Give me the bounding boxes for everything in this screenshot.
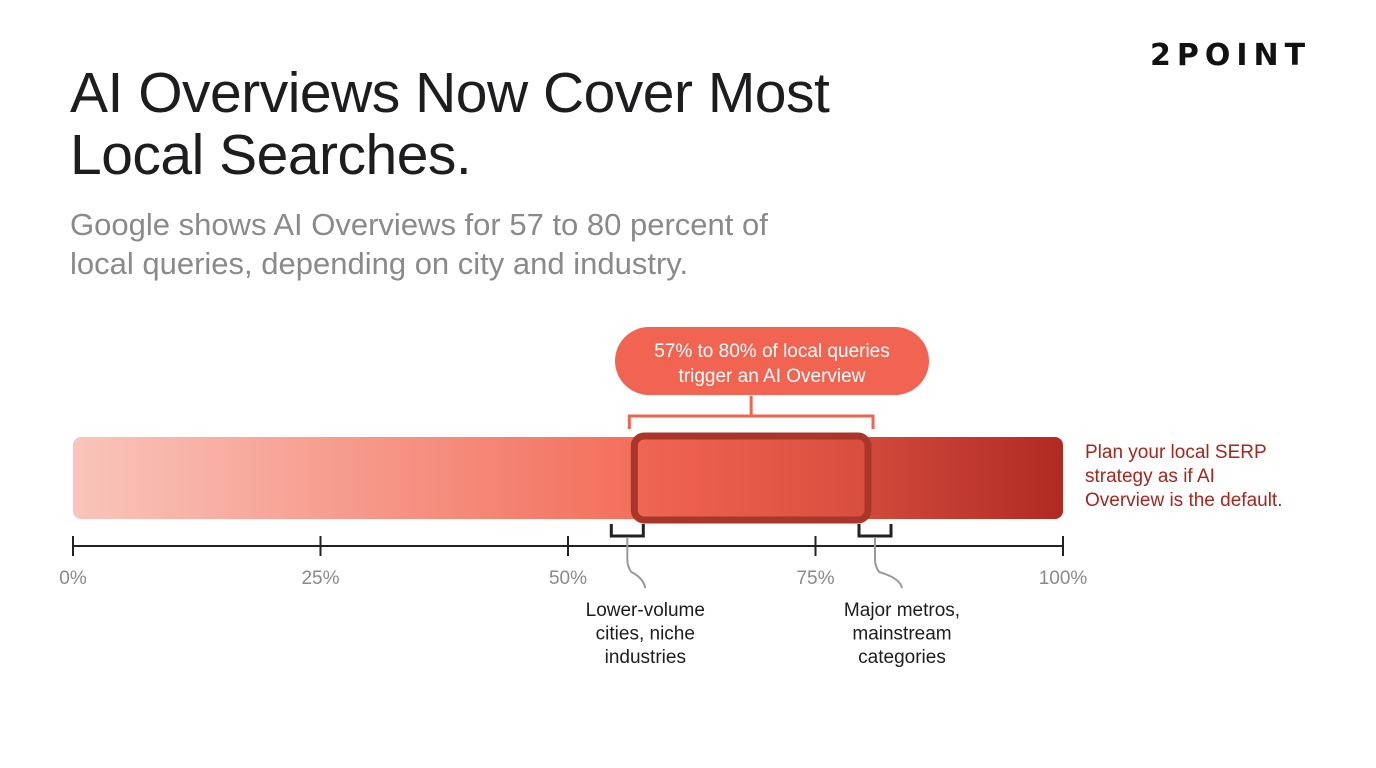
strategy-note-line-2: strategy as if AI <box>1085 466 1215 487</box>
x-tick-label-25: 25% <box>301 568 339 589</box>
annotation-label-80-line-2: mainstream <box>852 624 951 645</box>
x-tick-label-50: 50% <box>549 568 587 589</box>
annotation-label-57-line-3: industries <box>605 647 686 668</box>
x-tick-label-0: 0% <box>59 568 87 589</box>
x-tick-label-100: 100% <box>1039 568 1088 589</box>
page-subtitle-line-2: local queries, depending on city and ind… <box>70 246 689 281</box>
annotation-label-80-line-3: categories <box>858 647 946 668</box>
annotation-label-57-line-2: cities, niche <box>596 624 695 645</box>
range-top-bracket <box>627 396 875 429</box>
strategy-note-line-3: Overview is the default. <box>1085 490 1283 511</box>
annotation-bracket-57 <box>609 524 645 538</box>
callout-pill <box>615 327 929 395</box>
annotation-leader-80 <box>874 537 903 589</box>
strategy-note: Plan your local SERP strategy as if AI O… <box>1085 441 1345 513</box>
callout-line-1: 57% to 80% of local queries <box>654 341 890 362</box>
annotation-leader-57 <box>626 537 647 589</box>
page-title: AI Overviews Now Cover Most Local Search… <box>70 62 970 186</box>
annotation-label-57-line-1: Lower-volume <box>586 600 705 621</box>
annotation-bracket-80 <box>857 524 893 538</box>
brand-logo: 2POINT <box>1150 38 1312 73</box>
annotation-label-80-line-1: Major metros, <box>844 600 960 621</box>
page-subtitle-line-1: Google shows AI Overviews for 57 to 80 p… <box>70 207 768 242</box>
coverage-range-highlight <box>630 432 872 524</box>
strategy-note-line-1: Plan your local SERP <box>1085 442 1267 463</box>
x-tick-label-75: 75% <box>796 568 834 589</box>
page-title-line-1: AI Overviews Now Cover Most <box>70 61 830 125</box>
coverage-gradient-bar <box>73 437 1063 519</box>
page-subtitle: Google shows AI Overviews for 57 to 80 p… <box>70 205 890 283</box>
callout-line-2: trigger an AI Overview <box>679 366 866 387</box>
page-title-line-2: Local Searches. <box>70 123 472 187</box>
